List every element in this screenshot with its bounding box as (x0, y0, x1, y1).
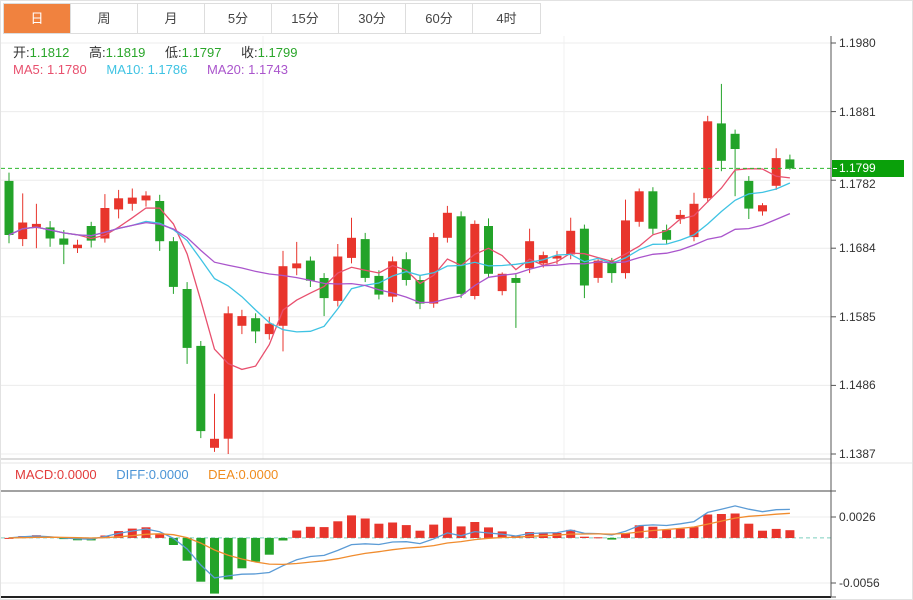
ma5-value: 1.1780 (46, 62, 87, 77)
close-label: 收: (241, 45, 258, 60)
diff-value: 0.0000 (148, 467, 189, 482)
macd-readout: MACD:0.0000 DIFF:0.0000 DEA:0.0000 (15, 467, 294, 482)
macd-axis-tick: -0.0056 (839, 576, 880, 590)
price-axis-tick: 1.1684 (839, 241, 876, 255)
ma10-value: 1.1786 (147, 62, 188, 77)
ohlc-readout: 开:1.1812 高:1.1819 低:1.1797 收:1.1799 (13, 42, 313, 61)
price-axis-tick: 1.1782 (839, 177, 876, 191)
price-axis-tick: 1.1585 (839, 310, 876, 324)
tab-4hour[interactable]: 4时 (473, 4, 540, 33)
tab-5min[interactable]: 5分 (205, 4, 272, 33)
current-price-badge: 1.1799 (832, 160, 904, 177)
dea-label: DEA: (208, 467, 239, 482)
macd-axis-tick: 0.0026 (839, 510, 876, 524)
dea-value: 0.0000 (238, 467, 279, 482)
low-value: 1.1797 (181, 45, 222, 60)
tab-60min[interactable]: 60分 (406, 4, 473, 33)
close-value: 1.1799 (257, 45, 298, 60)
tab-15min[interactable]: 15分 (272, 4, 339, 33)
open-value: 1.1812 (29, 45, 70, 60)
ma5-label: MA5: (13, 62, 44, 77)
tab-week[interactable]: 周 (71, 4, 138, 33)
high-value: 1.1819 (105, 45, 146, 60)
tab-day[interactable]: 日 (4, 4, 71, 33)
diff-label: DIFF: (116, 467, 149, 482)
high-label: 高: (89, 45, 106, 60)
tab-30min[interactable]: 30分 (339, 4, 406, 33)
ma-readout: MA5: 1.1780 MA10: 1.1786 MA20: 1.1743 (13, 62, 304, 77)
macd-label: MACD: (15, 467, 57, 482)
ma20-value: 1.1743 (248, 62, 288, 77)
macd-value: 0.0000 (56, 467, 97, 482)
ma10-label: MA10: (106, 62, 144, 77)
price-axis-tick: 1.1881 (839, 105, 876, 119)
ma20-label: MA20: (206, 62, 245, 77)
open-label: 开: (13, 45, 30, 60)
timeframe-tabbar: 日 周 月 5分 15分 30分 60分 4时 (3, 3, 541, 34)
price-axis-tick: 1.1387 (839, 447, 876, 461)
tab-month[interactable]: 月 (138, 4, 205, 33)
price-axis-tick: 1.1980 (839, 36, 876, 50)
price-axis-tick: 1.1486 (839, 378, 876, 392)
low-label: 低: (165, 45, 182, 60)
